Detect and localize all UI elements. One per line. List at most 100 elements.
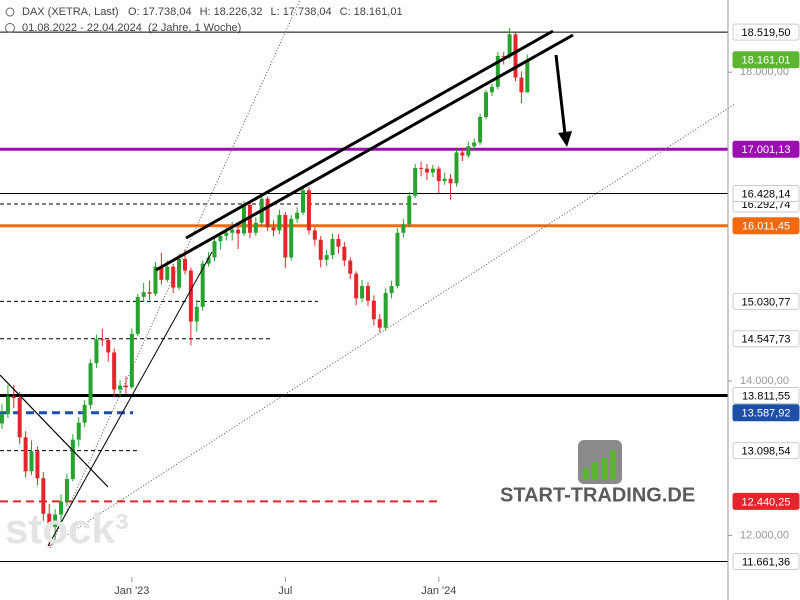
candle-body (271, 227, 276, 231)
level-label-box (732, 185, 800, 203)
candle-body (118, 385, 123, 390)
candle-body (360, 286, 365, 299)
icon (5, 7, 15, 17)
candle-body (342, 246, 347, 261)
candle-body (295, 212, 300, 219)
candle-body (330, 238, 335, 256)
candle-body (489, 86, 494, 93)
candle-body (188, 270, 193, 322)
candle-body (507, 34, 512, 57)
watermark: stock³ (5, 505, 129, 552)
clock-icon (5, 23, 15, 33)
quote-value: 17.738,04 (283, 6, 332, 18)
level-label-box (732, 553, 800, 571)
candle-body (389, 286, 394, 293)
candle-body (177, 259, 182, 288)
x-tick-label: Jan '23 (114, 585, 149, 597)
level-label: 13.811,55 (742, 390, 790, 402)
logo-icon (592, 462, 598, 480)
candle-body (306, 190, 311, 231)
period: 01.08.2022 - 22.04.2024 (22, 22, 142, 34)
candle-body (82, 404, 87, 423)
candle-body (436, 168, 441, 182)
candle-body (519, 77, 524, 93)
candle-body (70, 439, 75, 480)
candle-body (513, 34, 518, 78)
level-label: 13.098,54 (742, 445, 791, 457)
level-label: 11.661,36 (742, 556, 790, 568)
candle-body (53, 514, 58, 527)
quote-value: 18.161,01 (354, 6, 403, 18)
candle-body (159, 266, 164, 280)
header: DAX (XETRA, Last) 01.08.2022 - 22.04.202… (5, 6, 403, 34)
level-label-box (732, 492, 800, 510)
candle-body (312, 230, 317, 240)
candle-body (348, 260, 353, 274)
drawings (0, 0, 736, 549)
level-label: 12.440,25 (742, 496, 791, 508)
level-label: 14.547,73 (742, 334, 791, 346)
quote-key: C: (340, 6, 351, 18)
candle-body (265, 198, 270, 228)
candle-body (35, 451, 40, 479)
candle-body (206, 257, 211, 264)
candle-body (218, 235, 223, 242)
candle-body (419, 167, 424, 169)
candle-body (460, 152, 465, 156)
dotted-trendline (49, 0, 301, 549)
logo-text: START-TRADING.DE (500, 484, 695, 506)
quote-key: L: (271, 6, 280, 18)
level-label: 15.030,77 (742, 296, 791, 308)
level-label-box (732, 404, 800, 422)
candle-body (354, 273, 359, 299)
level-label-box (732, 140, 800, 158)
level-label-box (732, 217, 800, 235)
candle-body (430, 168, 435, 173)
arrow-head (558, 131, 572, 147)
candle-body (224, 232, 229, 236)
candle-body (23, 437, 28, 472)
level-label-box (732, 387, 800, 405)
level-label: 18.519,50 (742, 27, 791, 39)
candle-body (194, 306, 199, 322)
plot-area (0, 28, 728, 563)
level-label-box (732, 23, 800, 41)
level-label: 18.161,01 (742, 55, 791, 67)
candle-body (0, 414, 5, 424)
logo-icon (610, 450, 616, 480)
x-tick-label: Jan '24 (421, 585, 456, 597)
candle-body (76, 422, 81, 440)
quote-key: H: (200, 6, 211, 18)
candle-body (377, 319, 382, 328)
arrow (554, 54, 567, 135)
candle-body (141, 292, 146, 297)
candle-body (395, 232, 400, 287)
candle-body (442, 178, 447, 182)
level-label: 17.001,13 (742, 144, 791, 156)
level-label: 13.587,92 (742, 408, 791, 420)
level-label: 16.011,45 (742, 221, 790, 233)
logo-icon (583, 468, 589, 480)
logo-icon (601, 458, 607, 480)
candle-body (200, 263, 205, 307)
quote-key: O: (128, 6, 140, 18)
candle-body (182, 259, 187, 271)
channel-line (185, 29, 554, 240)
candle-body (525, 59, 530, 93)
candle-body (165, 266, 170, 280)
logo: START-TRADING.DE stock³ (5, 440, 695, 552)
axis: 12.000,00 14.000,00 18.000,00 Jan '23 Jul Jan… (114, 23, 800, 597)
trendline (47, 251, 213, 547)
candle-body (424, 168, 429, 173)
candle-body (253, 222, 258, 233)
candle-body (153, 266, 158, 294)
candle-body (324, 255, 329, 260)
candle-body (283, 215, 288, 258)
level-label: 16.428,14 (742, 188, 791, 200)
candle-body (88, 363, 93, 405)
candle-body (94, 339, 99, 364)
candle-body (383, 292, 388, 328)
channel-line (155, 33, 574, 272)
candle-body (454, 152, 459, 184)
